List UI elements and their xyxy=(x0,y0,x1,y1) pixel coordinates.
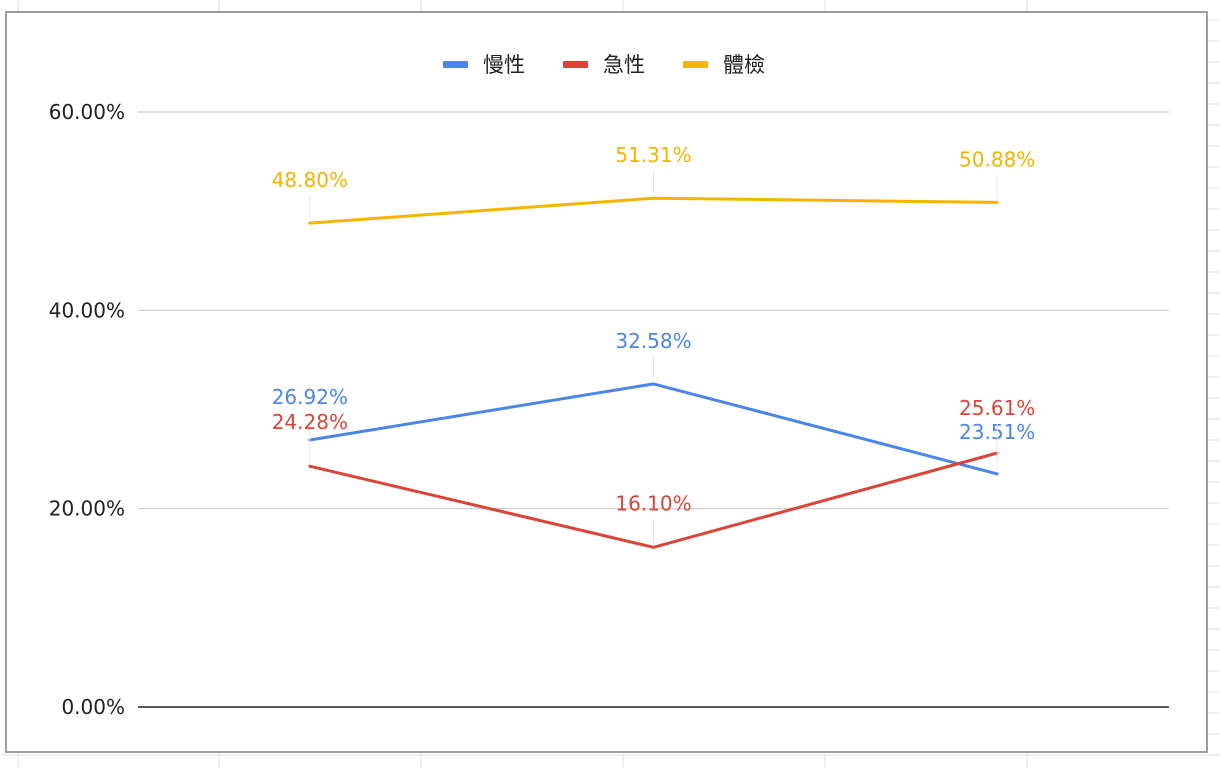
series-line[interactable] xyxy=(308,451,999,549)
y-tick-label: 40.00% xyxy=(49,298,125,322)
series-line[interactable] xyxy=(308,382,999,476)
data-label: 24.28% xyxy=(272,410,348,434)
data-label: 16.10% xyxy=(615,491,691,515)
data-label: 51.31% xyxy=(615,143,691,167)
line-chart[interactable]: 0.00% 20.00% 40.00% 60.00% 26.92% 32.58% 23.5… xyxy=(5,11,1208,753)
gridlines xyxy=(138,111,1169,708)
legend-label[interactable]: 慢性 xyxy=(483,53,525,77)
y-axis: 0.00% 20.00% 40.00% 60.00% xyxy=(49,100,125,719)
data-label: 50.88% xyxy=(959,147,1035,171)
y-tick-label: 60.00% xyxy=(49,100,125,124)
legend-swatch xyxy=(563,61,588,68)
data-label: 32.58% xyxy=(615,329,691,353)
data-label: 26.92% xyxy=(272,385,348,409)
data-label: 48.80% xyxy=(272,168,348,192)
legend-swatch xyxy=(443,61,468,68)
legend-swatch xyxy=(683,61,708,68)
data-labels: 26.92%32.58%23.51%24.28%16.10%25.61%48.8… xyxy=(272,143,1035,545)
data-label: 25.61% xyxy=(959,396,1035,420)
y-tick-label: 20.00% xyxy=(49,497,125,521)
series-lines xyxy=(308,196,999,549)
y-tick-label: 0.00% xyxy=(61,695,125,719)
legend-label[interactable]: 急性 xyxy=(603,53,645,77)
legend-label[interactable]: 體檢 xyxy=(723,53,765,77)
chart-canvas: 0.00%20.00%40.00%60.00% 26.92%32.58%23.5… xyxy=(49,53,1169,719)
legend[interactable]: 慢性 急性 體檢 xyxy=(443,53,765,77)
series-line[interactable] xyxy=(308,196,999,225)
